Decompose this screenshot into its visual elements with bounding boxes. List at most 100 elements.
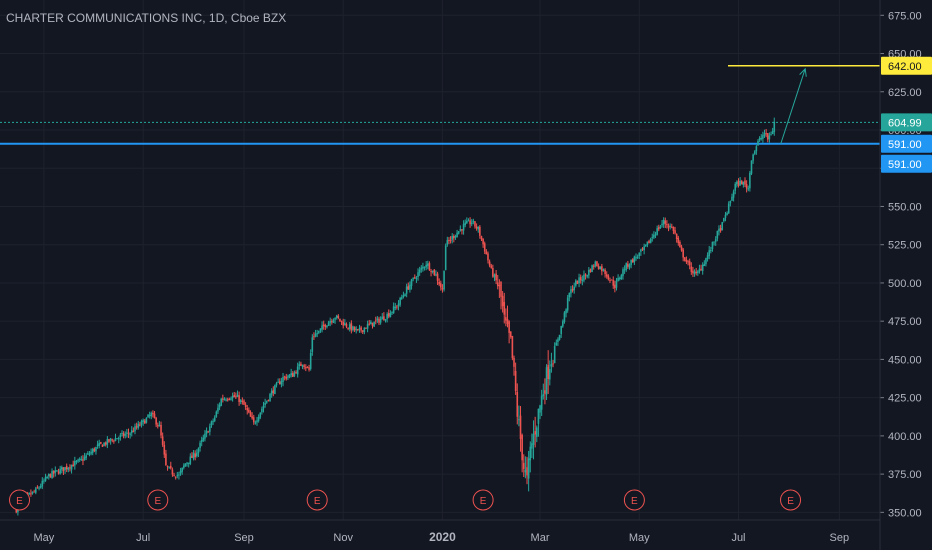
candle-body [295,372,297,374]
candle-body [278,381,281,385]
forecast-arrowhead [799,67,807,77]
candle-body [103,442,105,446]
candle-body [584,274,587,276]
candle-body [532,433,535,445]
candle-body [366,324,369,329]
y-tick-label: 350.00 [888,507,922,519]
candle-body [498,284,501,287]
candle-body [389,312,392,318]
candle-body [653,234,655,238]
candle-body [225,399,227,401]
candle-body [348,324,351,329]
candle-body [706,255,709,259]
y-tick-label: 425.00 [888,393,922,405]
candle-body [601,266,603,272]
candle-body [67,467,70,470]
candle-body [305,367,307,369]
candle-body [148,415,151,417]
candle-body [309,352,312,369]
candle-body [544,390,546,394]
candle-body [230,398,232,400]
candle-body [376,318,379,321]
candle-body [643,246,645,251]
candle-body [318,330,320,333]
candle-body [732,191,735,198]
candle-body [579,277,582,281]
candle-body [205,430,208,434]
candle-body [418,269,421,273]
earnings-marker [780,489,802,511]
y-tick-label: 400.00 [888,431,922,443]
candle-body [420,267,423,270]
candle-body [236,394,239,398]
candle-body [534,431,536,435]
price-tag-bg [881,113,932,132]
earnings-marker-label: E [314,496,321,507]
candle-body [235,396,237,398]
candle-body [537,408,540,424]
earnings-marker [623,489,645,511]
y-tick-label: 525.00 [888,240,922,252]
candle-body [438,281,440,285]
candle-body [409,284,411,290]
candle-body [168,466,170,468]
candle-body [290,373,292,376]
candle-body [522,462,525,469]
candle-body [713,241,715,243]
candle-body [51,471,53,479]
candle-body [360,327,362,331]
y-tick-label: 375.00 [888,469,922,481]
candle-body [179,470,182,474]
candle-body [384,319,387,321]
candle-body [134,426,136,432]
candle-body [407,286,410,290]
candle-body [519,415,522,440]
candle-body [771,131,774,134]
price-axis[interactable]: 350.00 375.00 400.00 425.00 450.00 475.00 500.… [879,0,922,550]
candle-body [231,395,234,399]
candle-body [277,381,279,383]
candle-body [739,180,741,186]
candle-body [570,289,572,294]
x-tick-label: Mar [531,532,550,544]
candle-body [773,121,776,132]
candle-body [453,236,455,239]
candle-body [553,346,556,364]
candle-body [83,456,86,460]
candle-body [475,226,478,229]
candle-body [117,437,120,440]
candle-body [135,426,138,428]
candle-body [594,261,597,267]
time-axis[interactable]: May Jul Sep Nov 2020 Mar May Jul Sep [0,519,880,544]
candle-body [410,279,413,286]
candle-body [204,433,206,439]
candle-body [30,493,32,495]
candle-body [583,274,585,281]
candle-body [49,474,52,478]
candle-body [662,219,665,225]
earnings-marker [9,489,31,511]
candle-body [644,244,647,247]
candle-body [760,138,763,140]
candle-body [547,365,549,380]
candle-body [529,446,532,461]
candle-body [355,329,358,331]
candle-body [657,227,660,230]
candle-body [285,376,288,379]
candle-body [602,269,605,271]
candle-body [436,273,439,281]
earnings-marker-label: E [154,496,161,507]
candle-body [220,398,223,406]
candle-body [261,408,263,413]
candle-body [197,448,200,454]
candle-body [589,269,592,272]
candle-body [540,395,543,410]
candle-body [314,333,317,337]
candle-body [272,390,275,393]
candle-body [191,455,193,458]
candle-body [724,214,727,218]
candle-body [747,188,750,190]
candle-body [531,443,533,449]
candle-body [682,249,684,258]
